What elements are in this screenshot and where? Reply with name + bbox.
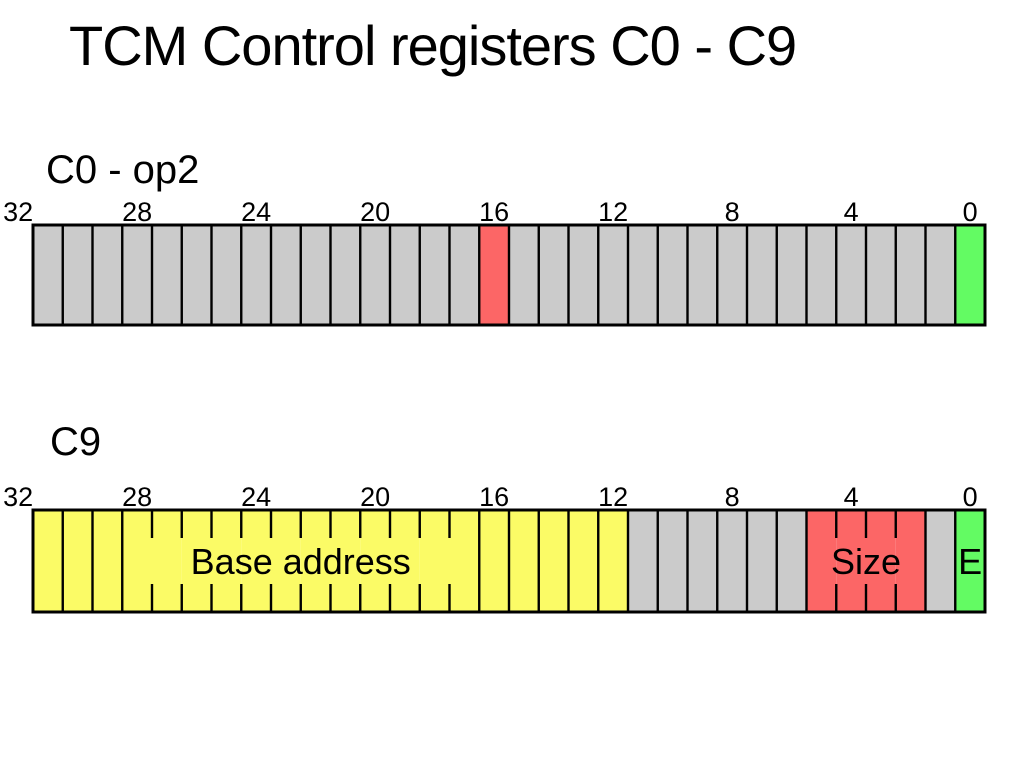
bit-cell-c0-6	[776, 225, 807, 325]
bit-number-c0-28: 28	[122, 197, 152, 227]
bit-cell-c0-11	[628, 225, 658, 325]
field-caption-base-address: Base address	[191, 541, 411, 582]
bit-cell-c0-12	[598, 225, 628, 325]
bit-number-c9-24: 24	[241, 482, 271, 512]
bit-cell-c0-1	[925, 225, 956, 325]
bit-cell-c0-3	[866, 225, 896, 325]
register-label-c9: C9	[50, 420, 102, 464]
bit-cell-c0-8	[717, 225, 747, 325]
bit-cell-c9-14	[538, 510, 569, 612]
bit-cell-c9-25	[211, 510, 242, 612]
bit-cell-c9-22	[300, 510, 331, 612]
bit-number-c9-8: 8	[725, 482, 740, 512]
bit-cell-c9-31	[33, 510, 63, 612]
bit-cell-c0-10	[657, 225, 688, 325]
bit-cell-c0-30	[62, 225, 93, 325]
bit-number-c0-16: 16	[479, 197, 509, 227]
bit-cell-c9-23	[271, 510, 301, 612]
bit-cell-c9-4	[836, 510, 866, 612]
bit-cell-c9-6	[776, 510, 807, 612]
bit-cell-c0-4	[836, 225, 866, 325]
bit-cell-c9-15	[509, 510, 539, 612]
bit-cell-c9-3	[866, 510, 896, 612]
bit-cell-c9-21	[330, 510, 361, 612]
bit-cell-c9-28	[122, 510, 152, 612]
bit-cell-c9-27	[152, 510, 182, 612]
bit-number-c9-28: 28	[122, 482, 152, 512]
bit-number-c9-16: 16	[479, 482, 509, 512]
bit-number-c9-32: 32	[3, 482, 33, 512]
bit-cell-c0-26	[181, 225, 212, 325]
bit-cell-c9-13	[568, 510, 599, 612]
bit-cell-c9-19	[390, 510, 420, 612]
bit-cell-c9-8	[717, 510, 747, 612]
bit-cell-c0-21	[330, 225, 361, 325]
bit-cell-c9-18	[419, 510, 450, 612]
bit-number-c0-24: 24	[241, 197, 271, 227]
bit-cell-c9-16	[479, 510, 509, 612]
bit-cell-c9-17	[449, 510, 480, 612]
bit-cell-c9-9	[687, 510, 718, 612]
bit-cell-c0-2	[895, 225, 926, 325]
bit-cell-c9-10	[657, 510, 688, 612]
bit-cell-c9-1	[925, 510, 956, 612]
bit-cell-c9-12	[598, 510, 628, 612]
bit-cell-c0-22	[300, 225, 331, 325]
bit-cell-c9-20	[360, 510, 390, 612]
bit-cell-c9-7	[747, 510, 777, 612]
bit-cell-c9-30	[62, 510, 93, 612]
register-outline-c9	[31, 508, 987, 614]
bit-cell-c9-11	[628, 510, 658, 612]
register-outline-c0	[31, 223, 987, 327]
bit-cell-c0-25	[211, 225, 242, 325]
field-caption-e: E	[958, 541, 982, 582]
slide-title: TCM Control registers C0 - C9	[69, 14, 797, 77]
bit-cell-c0-17	[449, 225, 480, 325]
register-diagram-c0: 32 28 24 20 16 12 8 4 0	[3, 197, 987, 327]
bit-cell-c0-28	[122, 225, 152, 325]
bit-number-c0-0: 0	[963, 197, 978, 227]
field-caption-size: Size	[831, 541, 901, 582]
bit-cell-c9-24	[241, 510, 271, 612]
bit-cell-c0-18	[419, 225, 450, 325]
bit-number-c0-4: 4	[844, 197, 859, 227]
bit-cell-c0-15	[509, 225, 539, 325]
bit-cell-c0-24	[241, 225, 271, 325]
bit-cell-c0-27	[152, 225, 182, 325]
bit-cell-c0-19	[390, 225, 420, 325]
bit-cell-c0-0	[955, 225, 985, 325]
bit-number-c0-32: 32	[3, 197, 33, 227]
bit-cell-c9-29	[92, 510, 123, 612]
bit-cell-c0-31	[33, 225, 63, 325]
bit-number-c9-0: 0	[963, 482, 978, 512]
bit-cell-c0-13	[568, 225, 599, 325]
bit-cell-c0-16	[479, 225, 509, 325]
bit-number-c9-4: 4	[844, 482, 859, 512]
bit-number-c0-12: 12	[598, 197, 628, 227]
bit-cell-c0-23	[271, 225, 301, 325]
register-label-c0: C0 - op2	[46, 148, 200, 192]
bit-cell-c9-5	[806, 510, 837, 612]
bit-number-c9-20: 20	[360, 482, 390, 512]
bit-number-c9-12: 12	[598, 482, 628, 512]
bit-number-c0-20: 20	[360, 197, 390, 227]
bit-cell-c0-20	[360, 225, 390, 325]
bit-cell-c0-14	[538, 225, 569, 325]
bit-cell-c0-7	[747, 225, 777, 325]
bit-cell-c0-29	[92, 225, 123, 325]
bit-cell-c9-2	[895, 510, 926, 612]
bit-cell-c0-9	[687, 225, 718, 325]
bit-cell-c9-26	[181, 510, 212, 612]
bit-cell-c0-5	[806, 225, 837, 325]
register-diagram-c9: 32 28 24 20 16 12 8 4 0 Base address Size E	[3, 482, 987, 614]
bit-cell-c9-0	[955, 510, 985, 612]
bit-number-c0-8: 8	[725, 197, 740, 227]
